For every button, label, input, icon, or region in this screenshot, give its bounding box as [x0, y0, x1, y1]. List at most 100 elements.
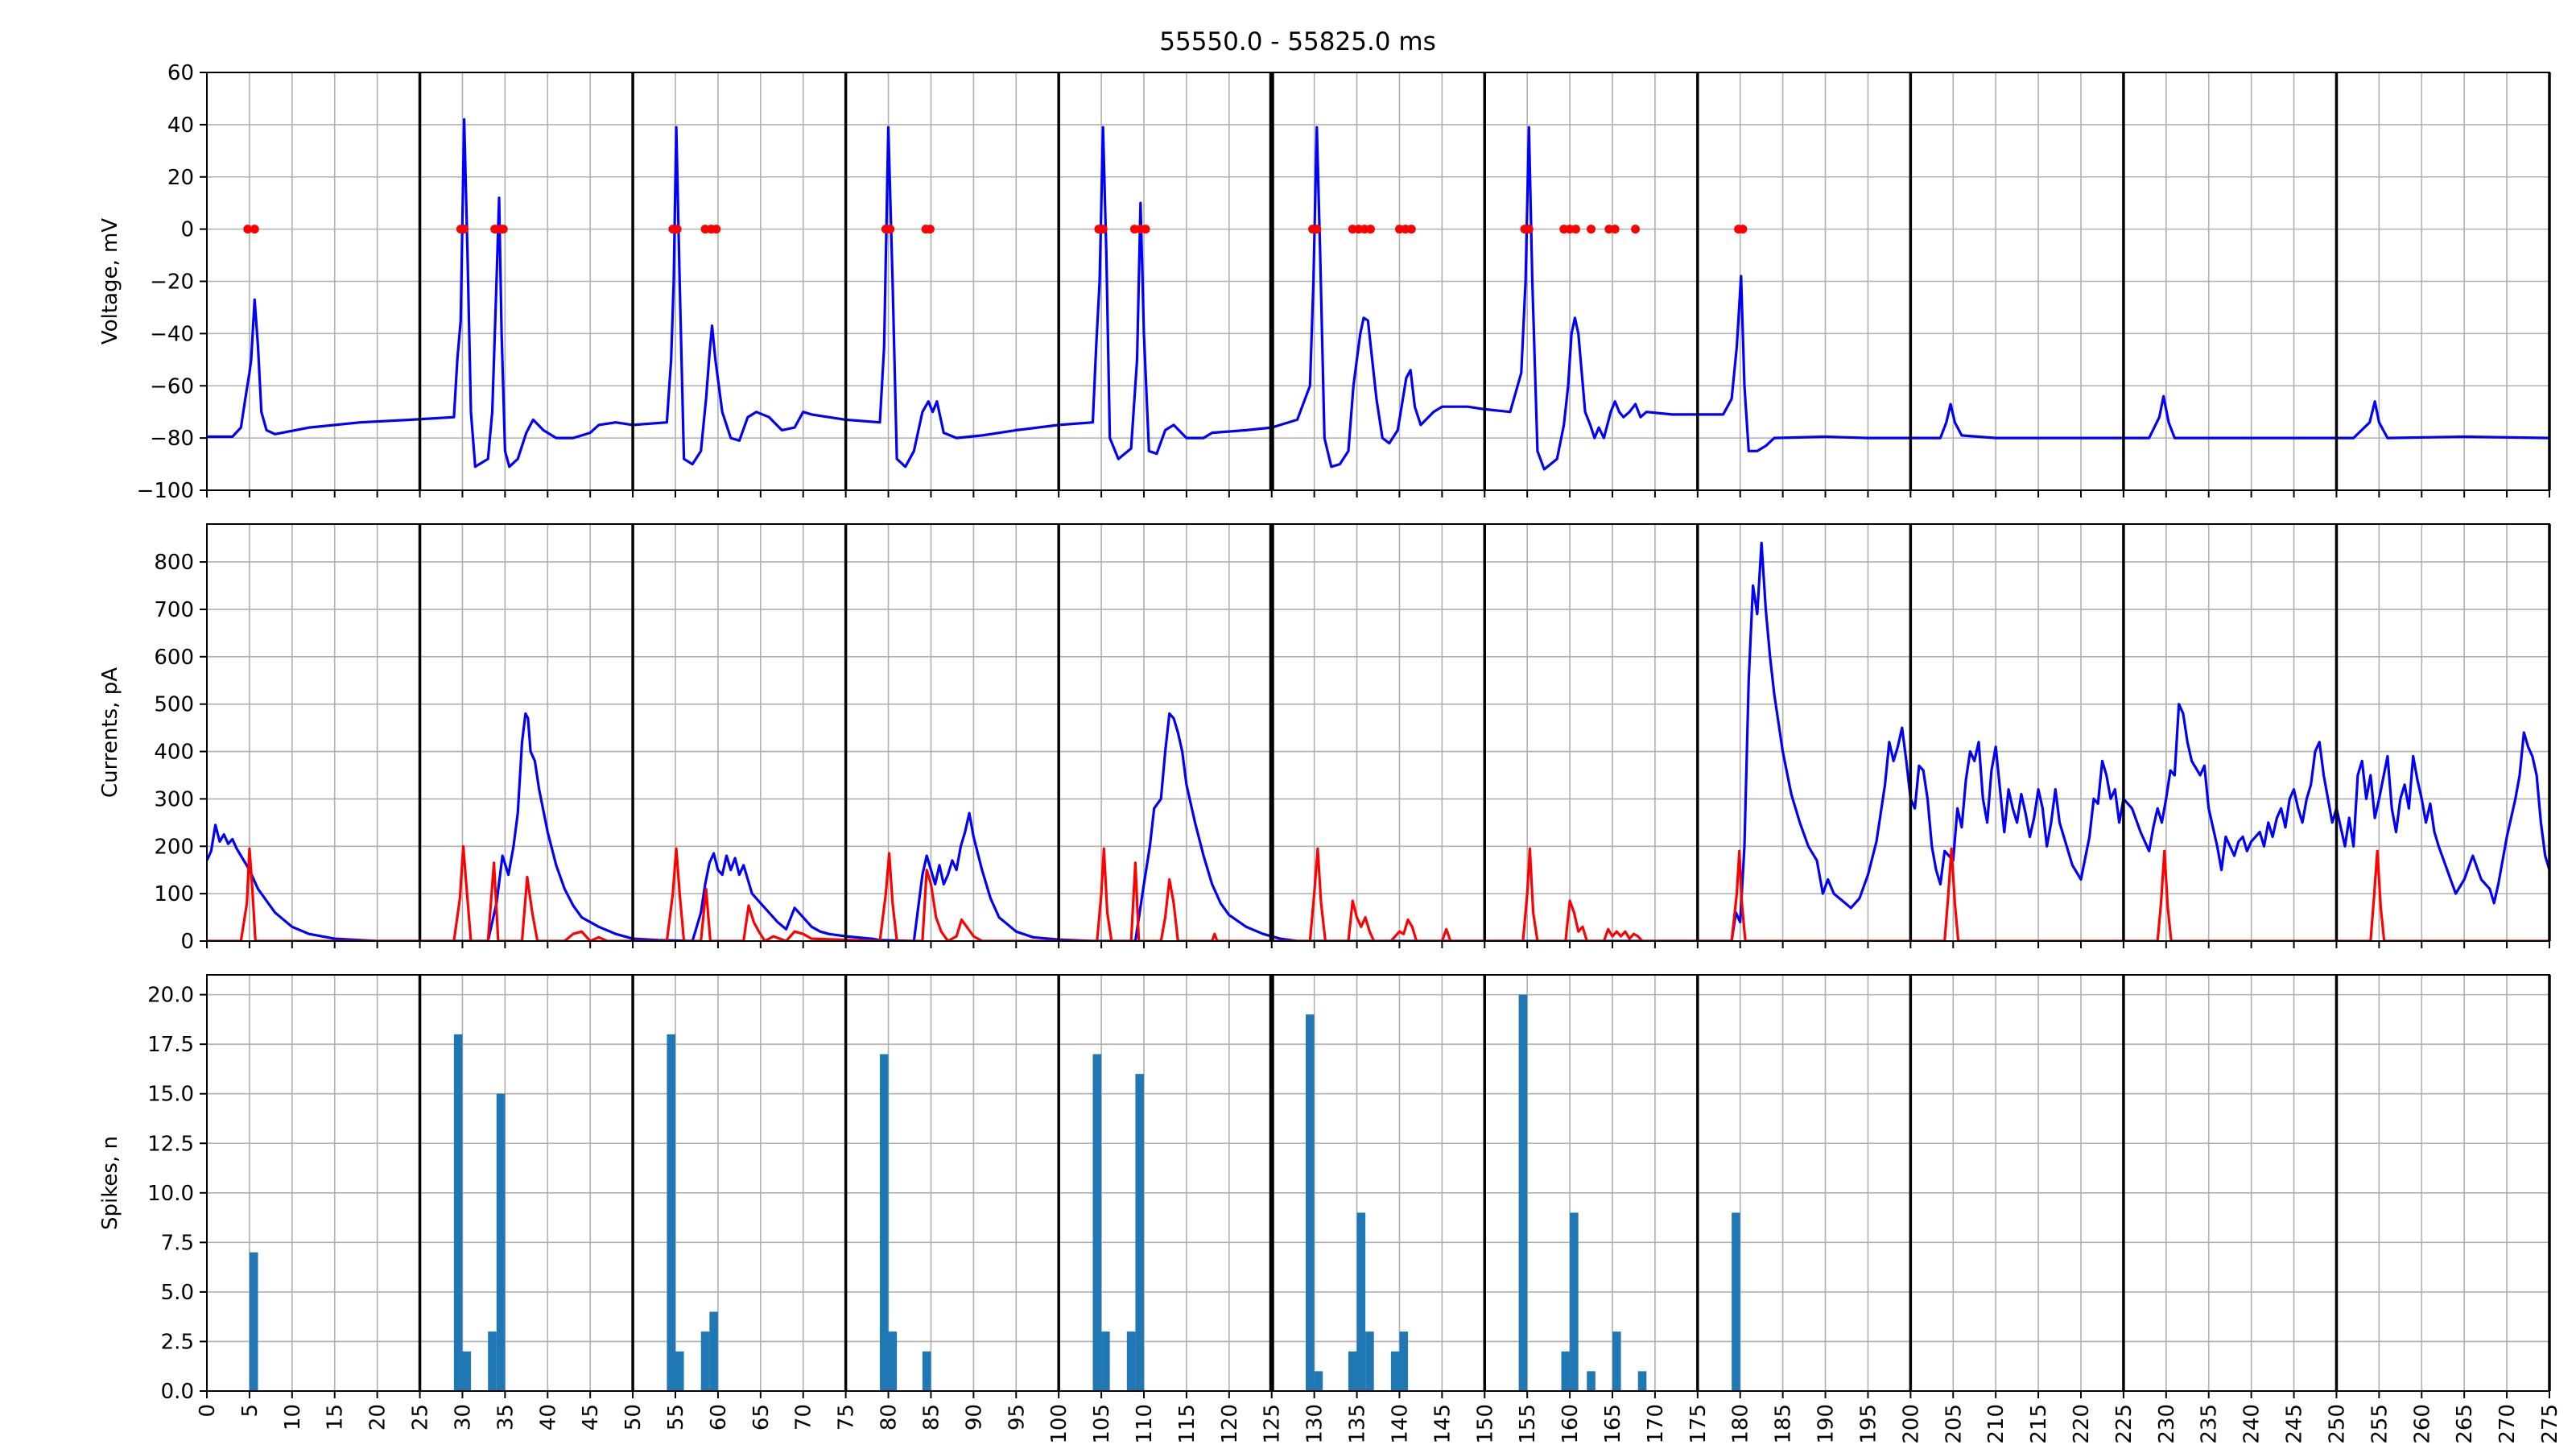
spike-marker — [1141, 225, 1150, 234]
spike-count-bar — [1356, 1212, 1366, 1391]
x-tick-label: 10 — [281, 1404, 305, 1430]
x-tick-label: 40 — [536, 1404, 560, 1430]
x-tick-label: 25 — [409, 1404, 433, 1430]
y-tick-label: 0 — [180, 218, 194, 242]
spike-count-bar — [1390, 1351, 1400, 1391]
y-tick-label: 7.5 — [161, 1231, 194, 1255]
spike-count-bar — [1612, 1331, 1621, 1391]
spikes-panel: 0.0 2.5 5.0 7.5 10.0 12.5 15.0 17.5 20.0 0 5 10 15 20… — [98, 974, 2562, 1444]
spike-marker — [886, 225, 895, 234]
x-tick-label: 30 — [451, 1404, 475, 1430]
x-tick-label: 0 — [196, 1404, 220, 1418]
x-tick-label: 185 — [1772, 1404, 1796, 1444]
spike-count-bar — [1518, 994, 1528, 1391]
x-tick-label: 5 — [238, 1404, 262, 1418]
spike-marker — [1587, 225, 1596, 234]
spike-count-bar — [1732, 1212, 1740, 1391]
y-tick-label: 10.0 — [147, 1182, 194, 1206]
y-tick-label: −60 — [150, 374, 194, 398]
spike-count-bar — [879, 1054, 889, 1391]
x-tick-label: 205 — [1942, 1404, 1966, 1444]
x-tick-label: 175 — [1686, 1404, 1711, 1444]
x-tick-label: 240 — [2240, 1404, 2264, 1444]
x-tick-label: 160 — [1558, 1404, 1583, 1444]
spike-count-bar — [1135, 1074, 1144, 1391]
spike-count-bar — [1365, 1331, 1374, 1391]
spike-count-bar — [1637, 1371, 1647, 1391]
spike-count-bar — [1092, 1054, 1102, 1391]
spike-count-bar — [462, 1351, 472, 1391]
x-tick-label: 135 — [1346, 1404, 1370, 1444]
x-tick-label: 95 — [1005, 1404, 1029, 1430]
x-tick-label: 200 — [1899, 1404, 1923, 1444]
x-tick-label: 65 — [749, 1404, 774, 1430]
x-tick-label: 85 — [919, 1404, 943, 1430]
spike-count-bar — [1561, 1351, 1571, 1391]
x-tick-label: 50 — [621, 1404, 646, 1430]
spike-marker — [672, 225, 682, 234]
y-tick-label: −40 — [150, 322, 194, 346]
spike-count-bar — [1348, 1351, 1357, 1391]
spike-marker — [1406, 225, 1416, 234]
spike-count-bar — [1399, 1331, 1409, 1391]
spike-marker — [1610, 225, 1620, 234]
currents-panel: 0 100 200 300 400 500 600 700 800 Currents, pA — [98, 523, 2551, 954]
y-tick-label: 500 — [154, 693, 194, 717]
spike-count-bar — [488, 1331, 497, 1391]
voltage-panel: 60 40 20 0 −20 −40 −60 −80 −100 Voltage, mV — [98, 61, 2551, 503]
y-tick-label: 300 — [154, 787, 194, 811]
spike-count-bar — [453, 1034, 463, 1391]
spike-count-bar — [667, 1034, 675, 1391]
x-tick-label: 195 — [1856, 1404, 1880, 1444]
x-tick-label: 235 — [2198, 1404, 2222, 1444]
spike-count-bar — [496, 1093, 506, 1391]
x-tick-label: 255 — [2368, 1404, 2392, 1444]
x-tick-label: 70 — [792, 1404, 816, 1430]
spike-marker — [460, 225, 469, 234]
x-tick-label: 100 — [1047, 1404, 1071, 1444]
y-tick-label: 40 — [167, 114, 194, 138]
plot-area — [249, 994, 1740, 1391]
x-tick-label: 45 — [579, 1404, 603, 1430]
x-tick-label: 20 — [366, 1404, 390, 1430]
spike-marker — [1738, 225, 1748, 234]
plot-area — [207, 118, 2549, 471]
spike-marker — [1098, 225, 1108, 234]
x-tick-label: 120 — [1218, 1404, 1242, 1444]
spike-count-bar — [249, 1252, 258, 1391]
x-tick-label: 190 — [1814, 1404, 1839, 1444]
spike-count-bar — [1126, 1331, 1136, 1391]
spike-marker — [1631, 225, 1641, 234]
y-tick-label: 200 — [154, 835, 194, 859]
x-tick-label: 125 — [1261, 1404, 1285, 1444]
x-tick-label: 15 — [324, 1404, 348, 1430]
x-tick-label: 150 — [1473, 1404, 1497, 1444]
spike-marker — [498, 225, 508, 234]
x-tick-label: 260 — [2410, 1404, 2434, 1444]
y-tick-label: 0 — [180, 930, 194, 954]
spike-marker — [1312, 225, 1322, 234]
current-trace-blue — [207, 541, 2549, 941]
y-axis-label: Currents, pA — [98, 667, 122, 798]
y-tick-label: 17.5 — [147, 1033, 194, 1057]
spike-count-bar — [922, 1351, 931, 1391]
y-axis-label: Spikes, n — [98, 1136, 122, 1230]
spike-marker — [1365, 225, 1375, 234]
spike-count-bar — [1587, 1371, 1596, 1391]
x-tick-label: 80 — [877, 1404, 902, 1430]
y-tick-label: −100 — [137, 479, 194, 503]
y-tick-label: 600 — [154, 646, 194, 670]
x-tick-label: 155 — [1516, 1404, 1540, 1444]
x-tick-label: 140 — [1388, 1404, 1412, 1444]
spike-marker — [712, 225, 721, 234]
x-tick-label: 130 — [1303, 1404, 1327, 1444]
axes-frame — [206, 974, 2550, 1392]
y-tick-label: −20 — [150, 270, 194, 295]
y-tick-label: 400 — [154, 741, 194, 765]
spike-count-bar — [700, 1331, 710, 1391]
x-tick-label: 265 — [2453, 1404, 2477, 1444]
y-tick-label: 20 — [167, 166, 194, 190]
y-axis-label: Voltage, mV — [98, 218, 122, 345]
